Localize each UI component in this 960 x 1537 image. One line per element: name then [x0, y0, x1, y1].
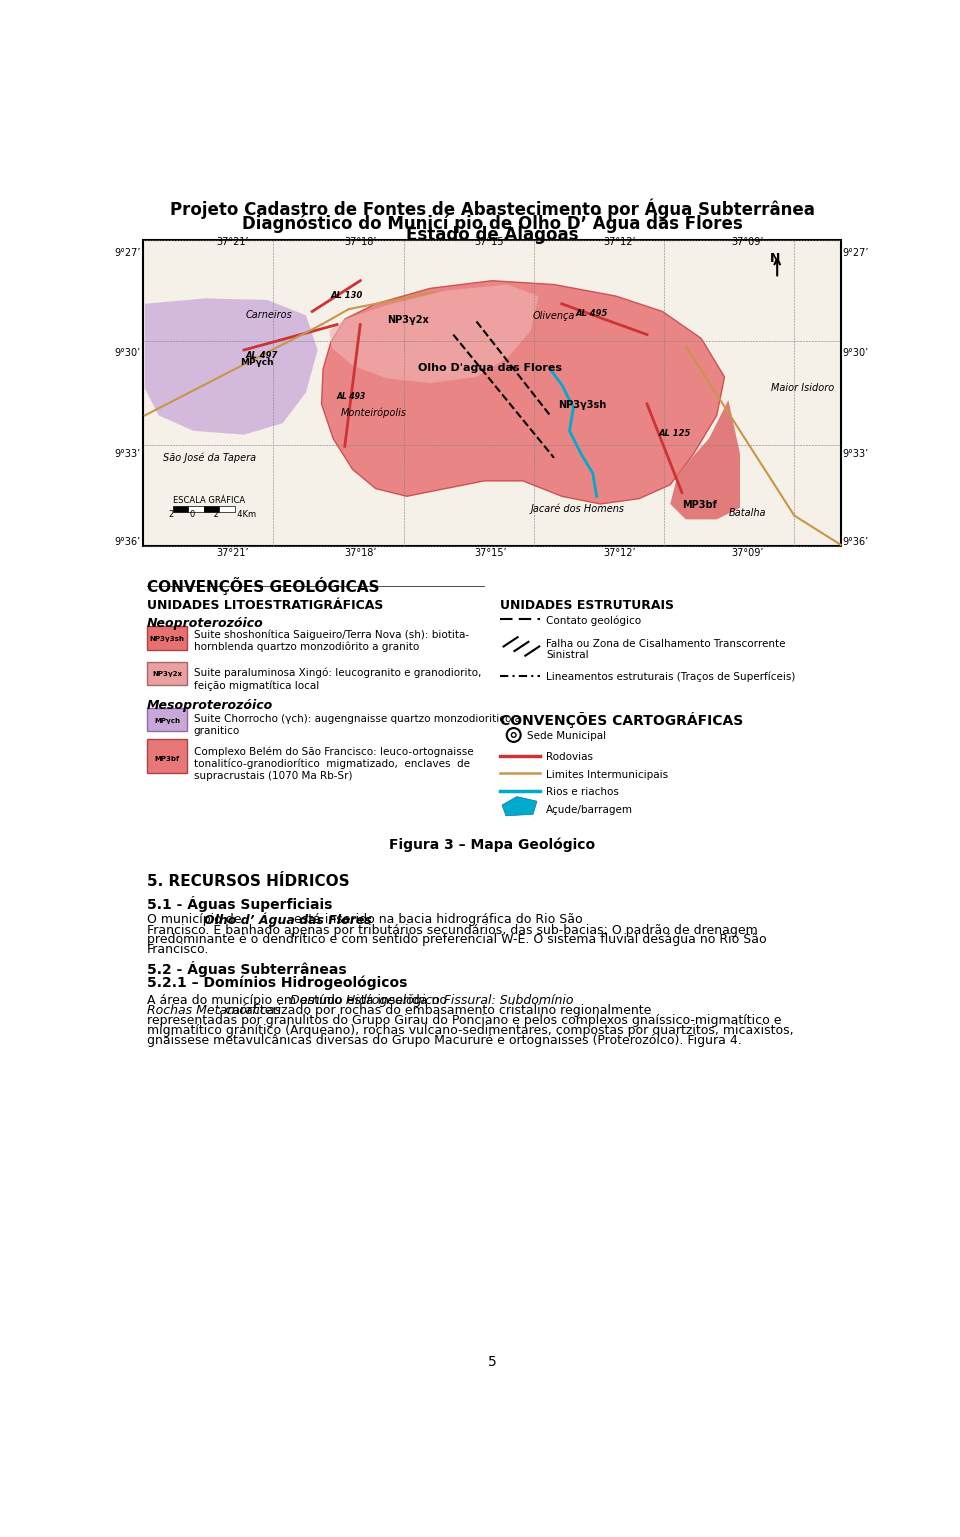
Text: A área do município em estudo está inserida no: A área do município em estudo está inser… — [147, 994, 451, 1007]
Text: Diagnóstico do Municí pio de Olho D’ Água das Flores: Diagnóstico do Municí pio de Olho D’ Águ… — [242, 212, 742, 232]
Text: Neoproterozóico: Neoproterozóico — [147, 618, 264, 630]
Bar — [219, 506, 234, 512]
Text: AL 493: AL 493 — [337, 392, 366, 401]
Text: : caracterizado por rochas do embasamento cristalino regionalmente: : caracterizado por rochas do embasament… — [217, 1004, 651, 1016]
Bar — [173, 506, 188, 512]
Text: CONVENÇÕES GEOLÓGICAS: CONVENÇÕES GEOLÓGICAS — [147, 576, 379, 595]
Bar — [143, 240, 841, 546]
Text: 9°36’: 9°36’ — [114, 536, 141, 547]
Polygon shape — [502, 796, 537, 816]
Text: UNIDADES ESTRUTURAIS: UNIDADES ESTRUTURAIS — [500, 599, 674, 612]
Text: CONVENÇÕES CARTOGRÁFICAS: CONVENÇÕES CARTOGRÁFICAS — [500, 712, 743, 729]
Text: Francisco.: Francisco. — [147, 942, 209, 956]
Bar — [147, 709, 187, 732]
Bar — [204, 506, 219, 512]
Text: 9°30’: 9°30’ — [114, 349, 141, 358]
Text: representadas por granulitos do Grupo Girau do Ponciano e pelos complexos gnaíss: representadas por granulitos do Grupo Gi… — [147, 1014, 781, 1027]
Text: Olho d’ Água das Flores: Olho d’ Água das Flores — [204, 913, 372, 927]
Text: UNIDADES LITOESTRATIGRÁFICAS: UNIDADES LITOESTRATIGRÁFICAS — [147, 599, 383, 612]
Text: Mesoproterozóico: Mesoproterozóico — [147, 699, 274, 712]
Text: Maior Isidoro: Maior Isidoro — [771, 383, 834, 393]
Text: 37°18’: 37°18’ — [344, 547, 376, 558]
Text: Figura 3 – Mapa Geológico: Figura 3 – Mapa Geológico — [389, 838, 595, 851]
Text: 37°12’: 37°12’ — [604, 547, 636, 558]
Text: Carneiros: Carneiros — [246, 310, 292, 320]
Text: Jacaré dos Homens: Jacaré dos Homens — [531, 504, 625, 515]
Text: Olivença: Olivença — [532, 312, 575, 321]
Text: 37°18’: 37°18’ — [344, 237, 376, 247]
Text: AL 125: AL 125 — [659, 429, 691, 438]
Text: 5. RECURSOS HÍDRICOS: 5. RECURSOS HÍDRICOS — [147, 875, 349, 890]
Text: Suite Chorrocho (γch): augengnaisse quartzo monzodioritico a
granitico: Suite Chorrocho (γch): augengnaisse quar… — [194, 715, 520, 736]
Text: 37°15’: 37°15’ — [474, 547, 507, 558]
Text: Domínio Hidrogeológico Fissural: Subdomínio: Domínio Hidrogeológico Fissural: Subdomí… — [291, 994, 574, 1007]
Text: Açude/barragem: Açude/barragem — [546, 805, 634, 815]
Bar — [147, 626, 187, 650]
Text: MP3bf: MP3bf — [155, 756, 180, 762]
Text: São José da Tapera: São José da Tapera — [162, 452, 255, 463]
Text: 9°36’: 9°36’ — [842, 536, 869, 547]
Text: NP3γ2x: NP3γ2x — [153, 672, 182, 678]
Text: 9°27’: 9°27’ — [114, 247, 141, 258]
Text: AL 495: AL 495 — [576, 309, 608, 318]
Text: Francisco. É banhado apenas por tributários secundários, das sub-bacias; O padrã: Francisco. É banhado apenas por tributár… — [147, 922, 757, 938]
Text: O município de: O município de — [147, 913, 246, 925]
Text: 37°21’: 37°21’ — [216, 547, 249, 558]
Text: 37°09’: 37°09’ — [732, 237, 764, 247]
Text: 5.2.1 – Domínios Hidrogeológicos: 5.2.1 – Domínios Hidrogeológicos — [147, 976, 407, 990]
Text: MP3bf: MP3bf — [682, 500, 717, 510]
Polygon shape — [322, 281, 725, 504]
Text: Batalha: Batalha — [729, 507, 766, 518]
Text: 9°33’: 9°33’ — [114, 449, 141, 460]
Text: Falha ou Zona de Cisalhamento Transcorrente
Sinistral: Falha ou Zona de Cisalhamento Transcorre… — [546, 639, 785, 661]
Text: Rodovias: Rodovias — [546, 752, 593, 762]
Text: MPγch: MPγch — [240, 358, 274, 367]
Text: Estado de Alagoas: Estado de Alagoas — [406, 226, 578, 244]
Polygon shape — [670, 400, 740, 520]
Text: 5: 5 — [488, 1354, 496, 1369]
Text: Complexo Belém do São Francisco: leuco-ortognaisse
tonalitíco-granodiorítico  mi: Complexo Belém do São Francisco: leuco-o… — [194, 747, 473, 781]
Text: Olho D'agua das Flores: Olho D'agua das Flores — [419, 363, 563, 373]
Text: Rochas Metamórficas: Rochas Metamórficas — [147, 1004, 281, 1016]
Text: ESCALA GRÁFICA: ESCALA GRÁFICA — [173, 496, 245, 506]
Bar — [188, 506, 204, 512]
Text: Suite paraluminosa Xingó: leucogranito e granodiorito,
feição migmatítica local: Suite paraluminosa Xingó: leucogranito e… — [194, 669, 481, 690]
Text: N: N — [770, 252, 780, 266]
Text: NP3γ3sh: NP3γ3sh — [558, 400, 606, 410]
Text: Contato geológico: Contato geológico — [546, 616, 641, 626]
Text: NP3γ2x: NP3γ2x — [388, 315, 429, 326]
Text: MPγch: MPγch — [155, 718, 180, 724]
Text: predominante é o dendrítico e com sentido preferencial W-E. O sistema fluvial de: predominante é o dendrítico e com sentid… — [147, 933, 767, 945]
Text: 37°21’: 37°21’ — [216, 237, 249, 247]
Bar — [147, 662, 187, 686]
Text: 37°09’: 37°09’ — [732, 547, 764, 558]
Polygon shape — [329, 284, 539, 383]
Text: 9°27’: 9°27’ — [842, 247, 869, 258]
Text: 9°33’: 9°33’ — [842, 449, 869, 460]
Text: migmatítico granítico (Arqueano), rochas vulcano-sedimentares, compostas por qua: migmatítico granítico (Arqueano), rochas… — [147, 1024, 794, 1037]
Text: Monteirópolis: Monteirópolis — [341, 407, 407, 418]
Text: Limites Intermunicipais: Limites Intermunicipais — [546, 770, 668, 779]
Polygon shape — [145, 298, 318, 435]
Text: 37°12’: 37°12’ — [604, 237, 636, 247]
Text: 37°15’: 37°15’ — [474, 237, 507, 247]
Text: NP3γ3sh: NP3γ3sh — [150, 636, 184, 642]
Text: Sede Municipal: Sede Municipal — [527, 732, 606, 741]
Text: Rios e riachos: Rios e riachos — [546, 787, 619, 798]
Bar — [147, 739, 187, 773]
Text: Lineamentos estruturais (Traços de Superfíceis): Lineamentos estruturais (Traços de Super… — [546, 672, 796, 682]
Text: Suite shoshonítica Saigueiro/Terra Nova (sh): biotita-
hornblenda quartzo monzod: Suite shoshonítica Saigueiro/Terra Nova … — [194, 630, 468, 652]
Text: 5.1 - Águas Superficiais: 5.1 - Águas Superficiais — [147, 896, 332, 911]
Text: está inserido na bacia hidrográfica do Rio São: está inserido na bacia hidrográfica do R… — [291, 913, 583, 925]
Text: gnaissese metavulcânicas diversas do Grupo Macururé e ortognaisses (Proterozóico: gnaissese metavulcânicas diversas do Gru… — [147, 1034, 742, 1047]
Text: AL 497: AL 497 — [246, 350, 278, 360]
Text: Projeto Cadastro de Fontes de Abastecimento por Água Subterrânea: Projeto Cadastro de Fontes de Abastecime… — [170, 198, 814, 218]
Text: 5.2 - Águas Subterrâneas: 5.2 - Águas Subterrâneas — [147, 961, 347, 976]
Text: 2      0       2       4Km: 2 0 2 4Km — [169, 510, 256, 520]
Text: 9°30’: 9°30’ — [842, 349, 869, 358]
Text: AL 130: AL 130 — [331, 290, 363, 300]
